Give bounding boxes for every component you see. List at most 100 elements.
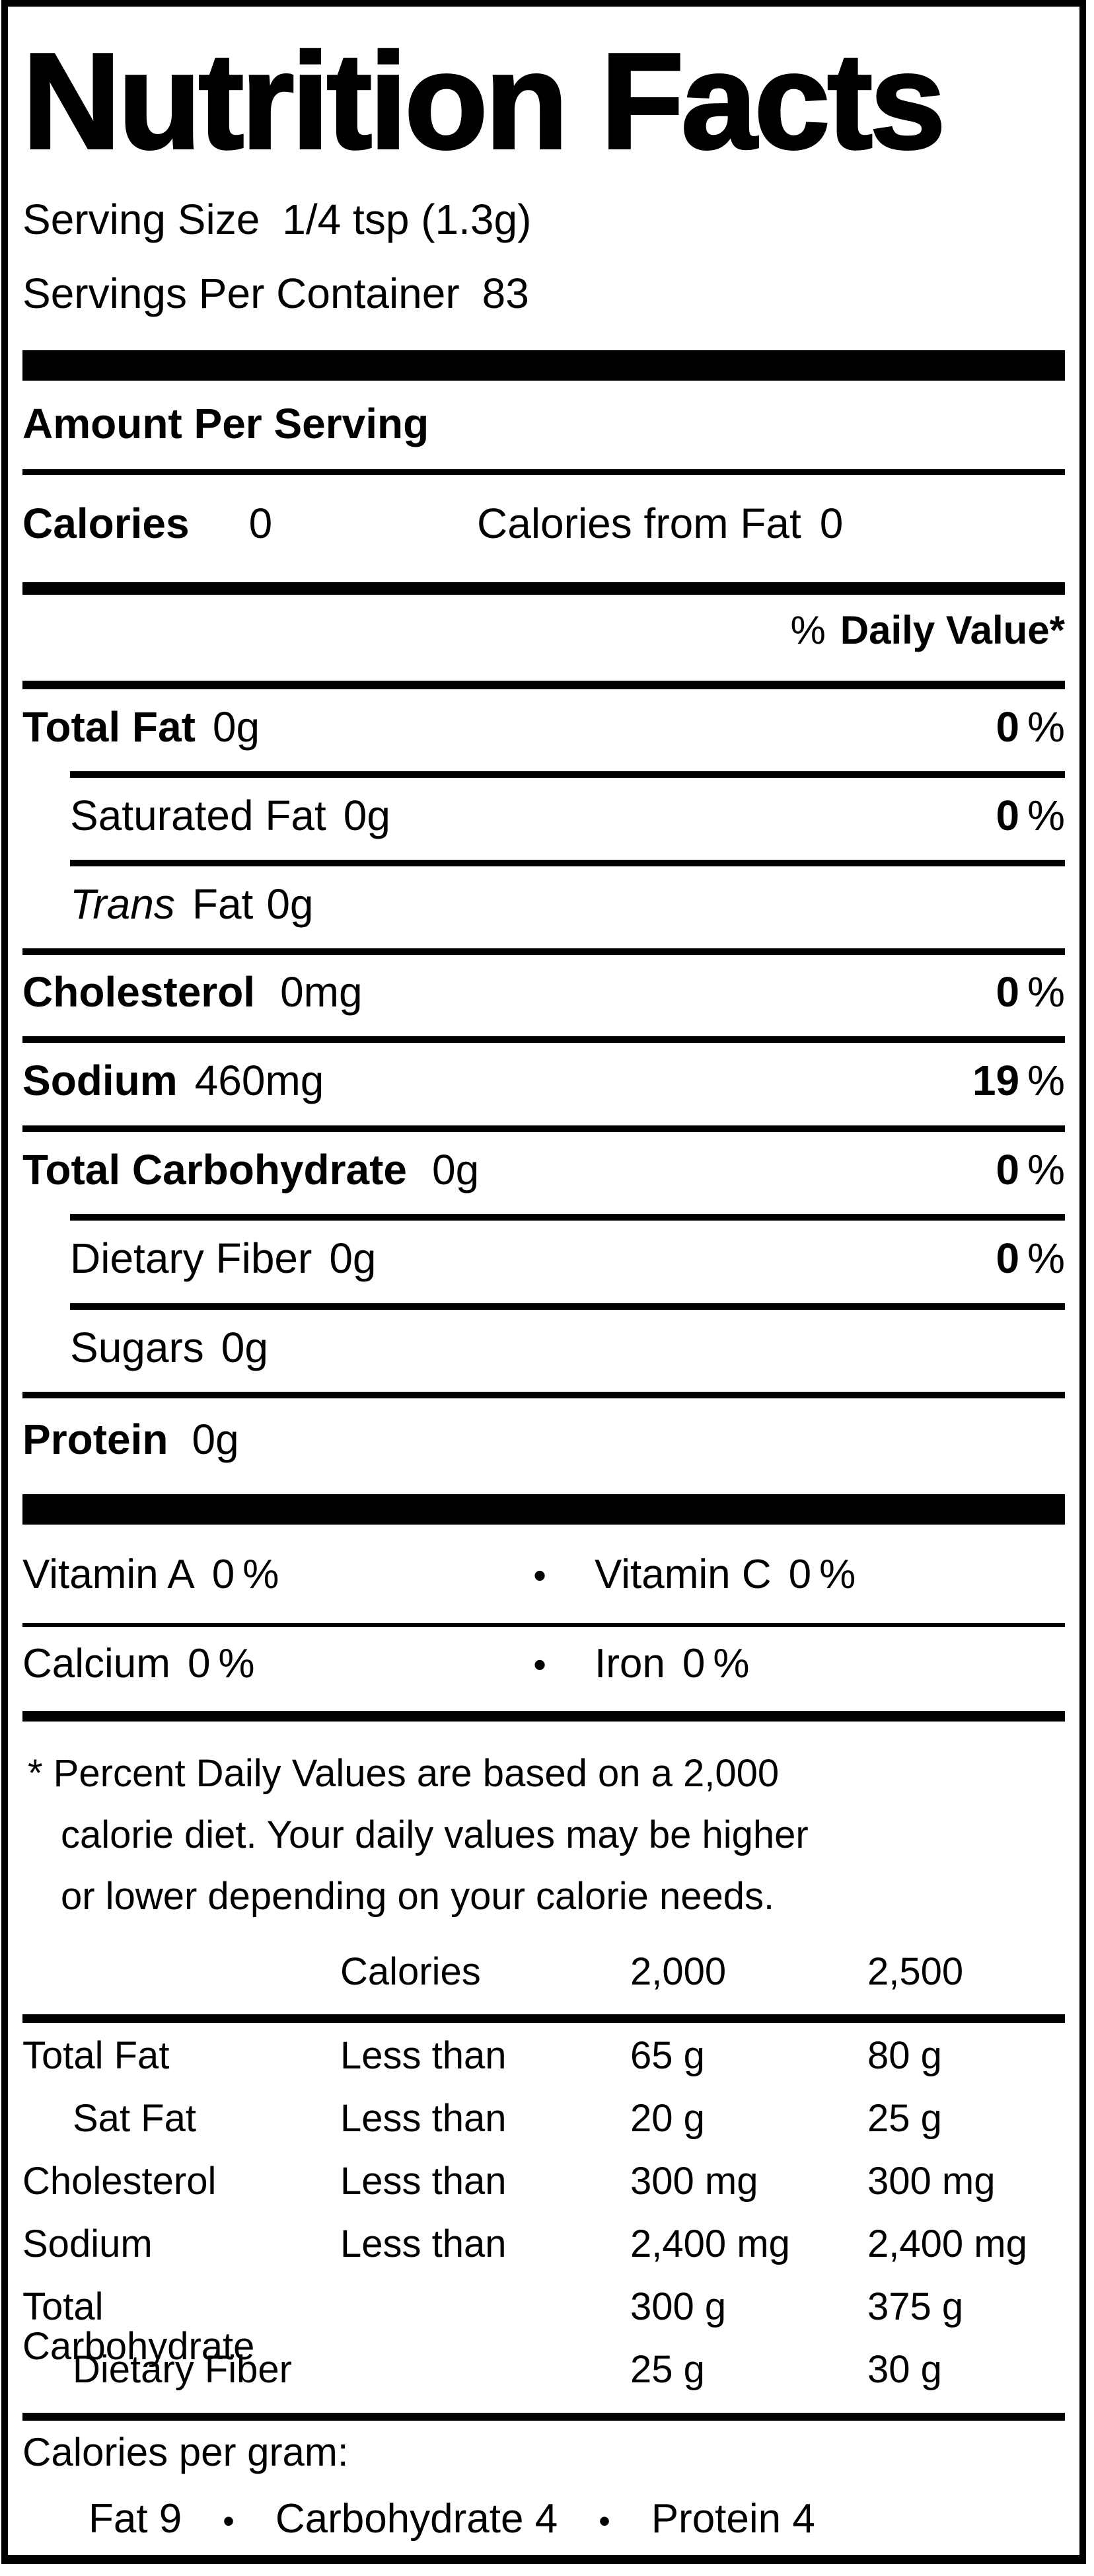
vitamin-row-a-c: Vitamin A 0 % • Vitamin C 0 % bbox=[22, 1525, 1065, 1623]
serving-size-label: Serving Size bbox=[22, 195, 260, 243]
table-header: Calories 2,000 2,500 bbox=[22, 1950, 1065, 2023]
saturated-fat-amount: 0g bbox=[343, 791, 390, 839]
row-name: Total Carbohydrate bbox=[22, 2285, 255, 2368]
amount-per-serving-heading: Amount Per Serving bbox=[22, 402, 1065, 475]
calories-row: Calories 0 Calories from Fat 0 bbox=[22, 475, 1065, 595]
table-row: Total Fat Less than 65 g 80 g bbox=[22, 2023, 1065, 2086]
iron-name: Iron bbox=[595, 1640, 665, 1686]
footnote-line: or lower depending on your calorie needs… bbox=[61, 1874, 775, 1918]
percent-sign: % bbox=[1027, 702, 1065, 751]
bullet-icon: • bbox=[599, 2502, 610, 2540]
row-2000-value: 65 g bbox=[630, 2033, 705, 2077]
row-qualifier: Less than bbox=[340, 2096, 507, 2140]
separator bbox=[22, 948, 1065, 955]
row-qualifier: Less than bbox=[340, 2222, 507, 2265]
percent-sign: % bbox=[1027, 1145, 1065, 1193]
row-2500-value: 2,400 mg bbox=[867, 2222, 1027, 2265]
row-name: Total Fat bbox=[22, 2033, 170, 2077]
percent-sign: % bbox=[1027, 1056, 1065, 1104]
table-row: Cholesterol Less than 300 mg 300 mg bbox=[22, 2148, 1065, 2211]
servings-per-container-label: Servings Per Container bbox=[22, 269, 460, 317]
separator bbox=[22, 1125, 1065, 1132]
percent-sign: % bbox=[242, 1551, 279, 1597]
row-qualifier: Less than bbox=[340, 2159, 507, 2203]
total-fat-dv: 0 bbox=[996, 702, 1020, 751]
row-2500-value: 375 g bbox=[867, 2285, 964, 2328]
section-bar bbox=[22, 1494, 1065, 1525]
vitamin-a-value: 0 bbox=[211, 1551, 235, 1597]
row-2000-value: 25 g bbox=[630, 2347, 705, 2391]
row-2000-value: 2,400 mg bbox=[630, 2222, 790, 2265]
servings-per-container-value: 83 bbox=[482, 269, 529, 317]
calcium-name: Calcium bbox=[22, 1640, 170, 1686]
protein-amount: 0g bbox=[192, 1415, 239, 1463]
row-name: Sat Fat bbox=[73, 2096, 196, 2140]
total-fat-amount: 0g bbox=[212, 702, 260, 751]
row-2500-value: 80 g bbox=[867, 2033, 942, 2077]
table-header-2500: 2,500 bbox=[867, 1950, 964, 1993]
trans-fat-name-italic: Trans bbox=[70, 880, 175, 928]
dietary-fiber-amount: 0g bbox=[329, 1234, 377, 1282]
trans-fat-name: Fat bbox=[192, 880, 254, 928]
table-row: Sat Fat Less than 20 g 25 g bbox=[22, 2086, 1065, 2148]
vitamin-c-name: Vitamin C bbox=[595, 1551, 772, 1597]
saturated-fat-name: Saturated Fat bbox=[70, 791, 326, 839]
total-carbohydrate-dv: 0 bbox=[996, 1145, 1020, 1193]
separator bbox=[22, 1036, 1065, 1043]
calories-value: 0 bbox=[248, 499, 273, 547]
vitamin-a-name: Vitamin A bbox=[22, 1551, 195, 1597]
row-2000-value: 300 mg bbox=[630, 2159, 758, 2203]
percent-sign: % bbox=[790, 607, 826, 652]
table-header-2000: 2,000 bbox=[630, 1950, 727, 1993]
row-2500-value: 30 g bbox=[867, 2347, 942, 2391]
row-qualifier bbox=[340, 2350, 630, 2400]
calories-per-gram-fat: Fat 9 bbox=[89, 2495, 182, 2542]
nutrient-row-saturated-fat: Saturated Fat 0g 0 % bbox=[22, 778, 1065, 860]
nutrient-row-protein: Protein 0g bbox=[22, 1398, 1065, 1494]
section-bar bbox=[22, 350, 1065, 381]
table-header-calories: Calories bbox=[340, 1950, 481, 1993]
separator bbox=[70, 771, 1065, 778]
table-row: Total Carbohydrate 300 g 375 g bbox=[22, 2274, 1065, 2366]
sodium-dv: 19 bbox=[972, 1056, 1020, 1104]
daily-values-footnote: * Percent Daily Values are based on a 2,… bbox=[22, 1722, 1065, 1927]
bullet-icon: • bbox=[223, 2502, 235, 2540]
percent-sign: % bbox=[819, 1551, 856, 1597]
calories-from-fat-label: Calories from Fat bbox=[477, 499, 801, 547]
percent-sign: % bbox=[1027, 967, 1065, 1016]
separator bbox=[70, 1303, 1065, 1310]
cholesterol-dv: 0 bbox=[996, 967, 1020, 1016]
cholesterol-name: Cholesterol bbox=[22, 967, 256, 1016]
row-name: Cholesterol bbox=[22, 2159, 217, 2203]
nutrient-row-total-fat: Total Fat 0g 0 % bbox=[22, 689, 1065, 771]
row-2000-value: 20 g bbox=[630, 2096, 705, 2140]
table-row: Dietary Fiber 25 g 30 g bbox=[22, 2337, 1065, 2400]
total-carbohydrate-amount: 0g bbox=[432, 1145, 480, 1193]
vitamin-row-calcium-iron: Calcium 0 % • Iron 0 % bbox=[22, 1627, 1065, 1711]
calcium-value: 0 bbox=[187, 1640, 211, 1686]
footnote-line: * Percent Daily Values are based on a 2,… bbox=[28, 1751, 780, 1795]
servings-per-container-row: Servings Per Container 83 bbox=[22, 272, 1065, 315]
row-qualifier: Less than bbox=[340, 2033, 507, 2077]
label-title: Nutrition Facts bbox=[21, 25, 947, 177]
row-name: Dietary Fiber bbox=[73, 2347, 292, 2391]
nutrient-row-sugars: Sugars 0g bbox=[22, 1310, 1065, 1392]
row-2500-value: 300 mg bbox=[867, 2159, 996, 2203]
nutrient-row-sodium: Sodium 460mg 19 % bbox=[22, 1043, 1065, 1125]
daily-values-table: Calories 2,000 2,500 Total Fat Less than… bbox=[22, 1950, 1065, 2400]
separator bbox=[22, 1710, 1065, 1722]
percent-sign: % bbox=[218, 1640, 255, 1686]
percent-sign: % bbox=[1027, 1234, 1065, 1282]
total-carbohydrate-name: Total Carbohydrate bbox=[22, 1145, 407, 1193]
calories-per-gram-protein: Protein 4 bbox=[651, 2495, 815, 2542]
calories-per-gram-carbohydrate: Carbohydrate 4 bbox=[275, 2495, 558, 2542]
nutrient-row-trans-fat: Trans Fat 0g bbox=[22, 866, 1065, 948]
dietary-fiber-name: Dietary Fiber bbox=[70, 1234, 312, 1282]
trans-fat-amount: 0g bbox=[266, 880, 314, 928]
percent-sign: % bbox=[713, 1640, 750, 1686]
daily-value-label: Daily Value* bbox=[840, 607, 1065, 652]
percent-sign: % bbox=[1027, 791, 1065, 839]
dietary-fiber-dv: 0 bbox=[996, 1234, 1020, 1282]
separator bbox=[22, 1622, 1065, 1627]
